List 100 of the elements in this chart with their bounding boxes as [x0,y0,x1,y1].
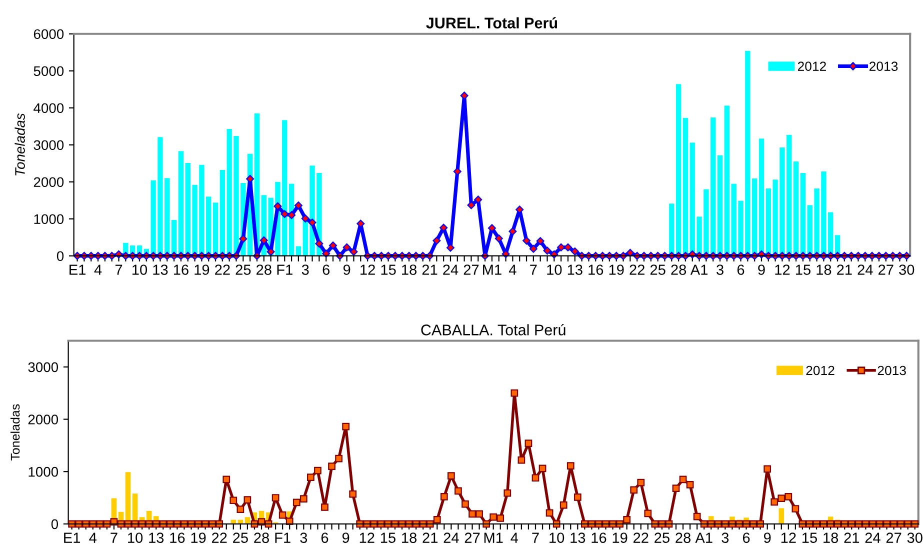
y-tick-label: 6000 [34,29,64,40]
x-tick-label: 7 [530,264,537,275]
x-tick-label: 7 [115,264,122,275]
x-tick-label: E1 [70,264,86,275]
x-tick-label: 25 [654,532,670,543]
x-tick-label: 30 [899,264,914,275]
y-tick-label: 0 [51,519,58,530]
y-tick-label: 0 [56,251,64,262]
x-tick-label: 9 [342,532,350,543]
y-tick-label: 1000 [28,466,58,477]
x-tick-label: 12 [781,532,796,543]
x-tick-label: 16 [588,264,604,275]
x-tick-label: 25 [236,264,251,275]
x-tick-label: 6 [321,532,328,543]
x-tick-label: 16 [174,264,188,275]
legend-label: 2012 [798,62,826,71]
x-tick-label: 10 [132,264,148,275]
x-tick-label: 13 [149,532,164,543]
x-tick-label: 21 [844,532,860,543]
x-tick-label: 21 [837,264,852,275]
x-tick-label: 15 [381,264,396,275]
x-tick-label: M1 [484,532,503,543]
x-tick-label: 22 [634,532,648,543]
x-tick-label: 16 [170,532,185,543]
x-tick-label: 15 [796,264,810,275]
x-tick-label: 10 [550,532,564,543]
x-tick-label: 13 [153,264,168,275]
chart-title: JUREL. Total Perú [426,17,558,28]
x-tick-label: 18 [402,532,417,543]
y-tick-label: 2000 [34,177,64,188]
x-tick-label: 10 [128,532,143,543]
x-tick-label: 18 [402,264,417,275]
x-tick-label: 18 [816,264,832,275]
x-tick-label: 19 [609,264,624,275]
chart-title: CABALLA. Total Perú [421,324,566,336]
x-tick-label: 9 [764,532,771,543]
bar [238,520,244,524]
x-tick-label: 10 [547,264,562,275]
x-tick-label: 6 [322,264,330,275]
x-tick-label: 16 [592,532,606,543]
x-tick-label: 24 [443,264,458,275]
x-tick-label: 12 [360,264,375,275]
x-tick-label: 25 [233,532,248,543]
x-tick-label: F1 [275,532,290,543]
x-tick-label: 13 [570,532,586,543]
x-tick-label: M1 [483,264,502,275]
x-tick-label: 6 [737,264,744,275]
legend-label: 2012 [806,366,834,376]
y-tick-label: 2000 [28,414,58,424]
x-tick-label: 28 [256,264,272,275]
x-tick-label: 4 [508,264,516,275]
x-tick-label: 19 [191,532,206,543]
legend-label: 2013 [878,366,906,376]
x-tick-label: 28 [254,532,269,543]
x-tick-label: 3 [716,264,724,275]
x-tick-label: E1 [64,532,80,543]
legend-label: 2013 [870,62,898,71]
y-tick-label: 1000 [34,214,64,224]
x-tick-label: 22 [630,264,644,275]
x-tick-label: 30 [907,532,922,543]
x-tick-label: 15 [802,532,817,543]
x-tick-label: 19 [194,264,210,275]
x-tick-label: 21 [422,532,438,543]
x-tick-label: 9 [758,264,765,275]
x-tick-label: 28 [671,264,686,275]
x-tick-label: 7 [532,532,539,543]
y-axis-title: Toneladas [14,113,25,176]
x-tick-label: 21 [422,264,438,275]
bar [296,246,302,256]
x-tick-label: 15 [380,532,396,543]
x-tick-label: 27 [878,264,894,275]
x-tick-label: 4 [94,264,102,275]
x-tick-label: 4 [89,532,97,543]
x-tick-label: 27 [464,532,480,543]
x-tick-label: 25 [650,264,666,275]
x-tick-label: 3 [300,532,308,543]
x-tick-label: 7 [110,532,118,543]
y-tick-label: 5000 [34,66,64,76]
x-tick-label: 24 [444,532,459,543]
x-tick-label: A1 [690,264,708,275]
x-tick-label: A1 [695,532,712,543]
bar [230,520,236,524]
x-tick-label: 12 [360,532,374,543]
x-tick-label: 6 [742,532,750,543]
x-tick-label: 3 [722,532,729,543]
x-tick-label: 18 [824,532,838,543]
x-tick-label: 9 [343,264,350,275]
x-tick-label: 19 [612,532,628,543]
x-tick-label: 27 [464,264,479,275]
y-tick-label: 3000 [34,140,64,150]
x-tick-label: 12 [775,264,790,275]
x-tick-label: 24 [865,532,880,543]
x-tick-label: 4 [510,532,518,543]
y-tick-label: 3000 [28,362,58,372]
x-tick-label: 28 [676,532,691,543]
y-axis-title: Toneladas [10,404,20,461]
y-tick-label: 4000 [34,103,64,114]
x-tick-label: 27 [886,532,902,543]
x-tick-label: F1 [277,264,292,275]
x-tick-label: 22 [212,532,227,543]
